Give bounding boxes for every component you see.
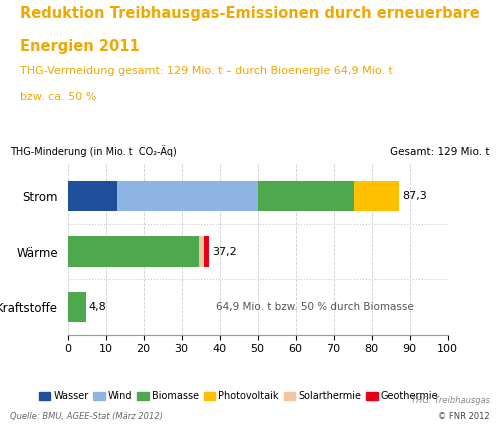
Text: 4,8: 4,8 <box>89 302 106 312</box>
Bar <box>68 292 86 322</box>
Text: 87,3: 87,3 <box>402 191 427 201</box>
Bar <box>68 236 198 267</box>
Text: THG-Minderung (in Mio. t  CO₂-Äq): THG-Minderung (in Mio. t CO₂-Äq) <box>10 145 177 157</box>
Bar <box>204 236 209 267</box>
Bar <box>68 181 117 211</box>
Text: bzw. ca. 50 %: bzw. ca. 50 % <box>20 92 96 102</box>
Text: © FNR 2012: © FNR 2012 <box>438 412 490 421</box>
Text: 64,9 Mio. t bzw. 50 % durch Biomasse: 64,9 Mio. t bzw. 50 % durch Biomasse <box>216 302 414 312</box>
Bar <box>354 181 399 211</box>
Text: Reduktion Treibhausgas-Emissionen durch erneuerbare: Reduktion Treibhausgas-Emissionen durch … <box>20 6 480 21</box>
Text: Energien 2011: Energien 2011 <box>20 39 140 54</box>
Text: THG: Treibhausgas: THG: Treibhausgas <box>411 396 490 405</box>
Text: Gesamt: 129 Mio. t: Gesamt: 129 Mio. t <box>390 147 490 157</box>
Bar <box>198 236 204 267</box>
Text: Quelle: BMU, AGEE-Stat (März 2012): Quelle: BMU, AGEE-Stat (März 2012) <box>10 412 163 421</box>
Bar <box>258 181 354 211</box>
Legend: Wasser, Wind, Biomasse, Photovoltaik, Solarthermie, Geothermie: Wasser, Wind, Biomasse, Photovoltaik, So… <box>34 387 443 405</box>
Text: 37,2: 37,2 <box>212 247 236 257</box>
Bar <box>117 181 258 211</box>
Text: THG-Vermeidung gesamt: 129 Mio. t – durch Bioenergie 64,9 Mio. t: THG-Vermeidung gesamt: 129 Mio. t – durc… <box>20 66 393 76</box>
